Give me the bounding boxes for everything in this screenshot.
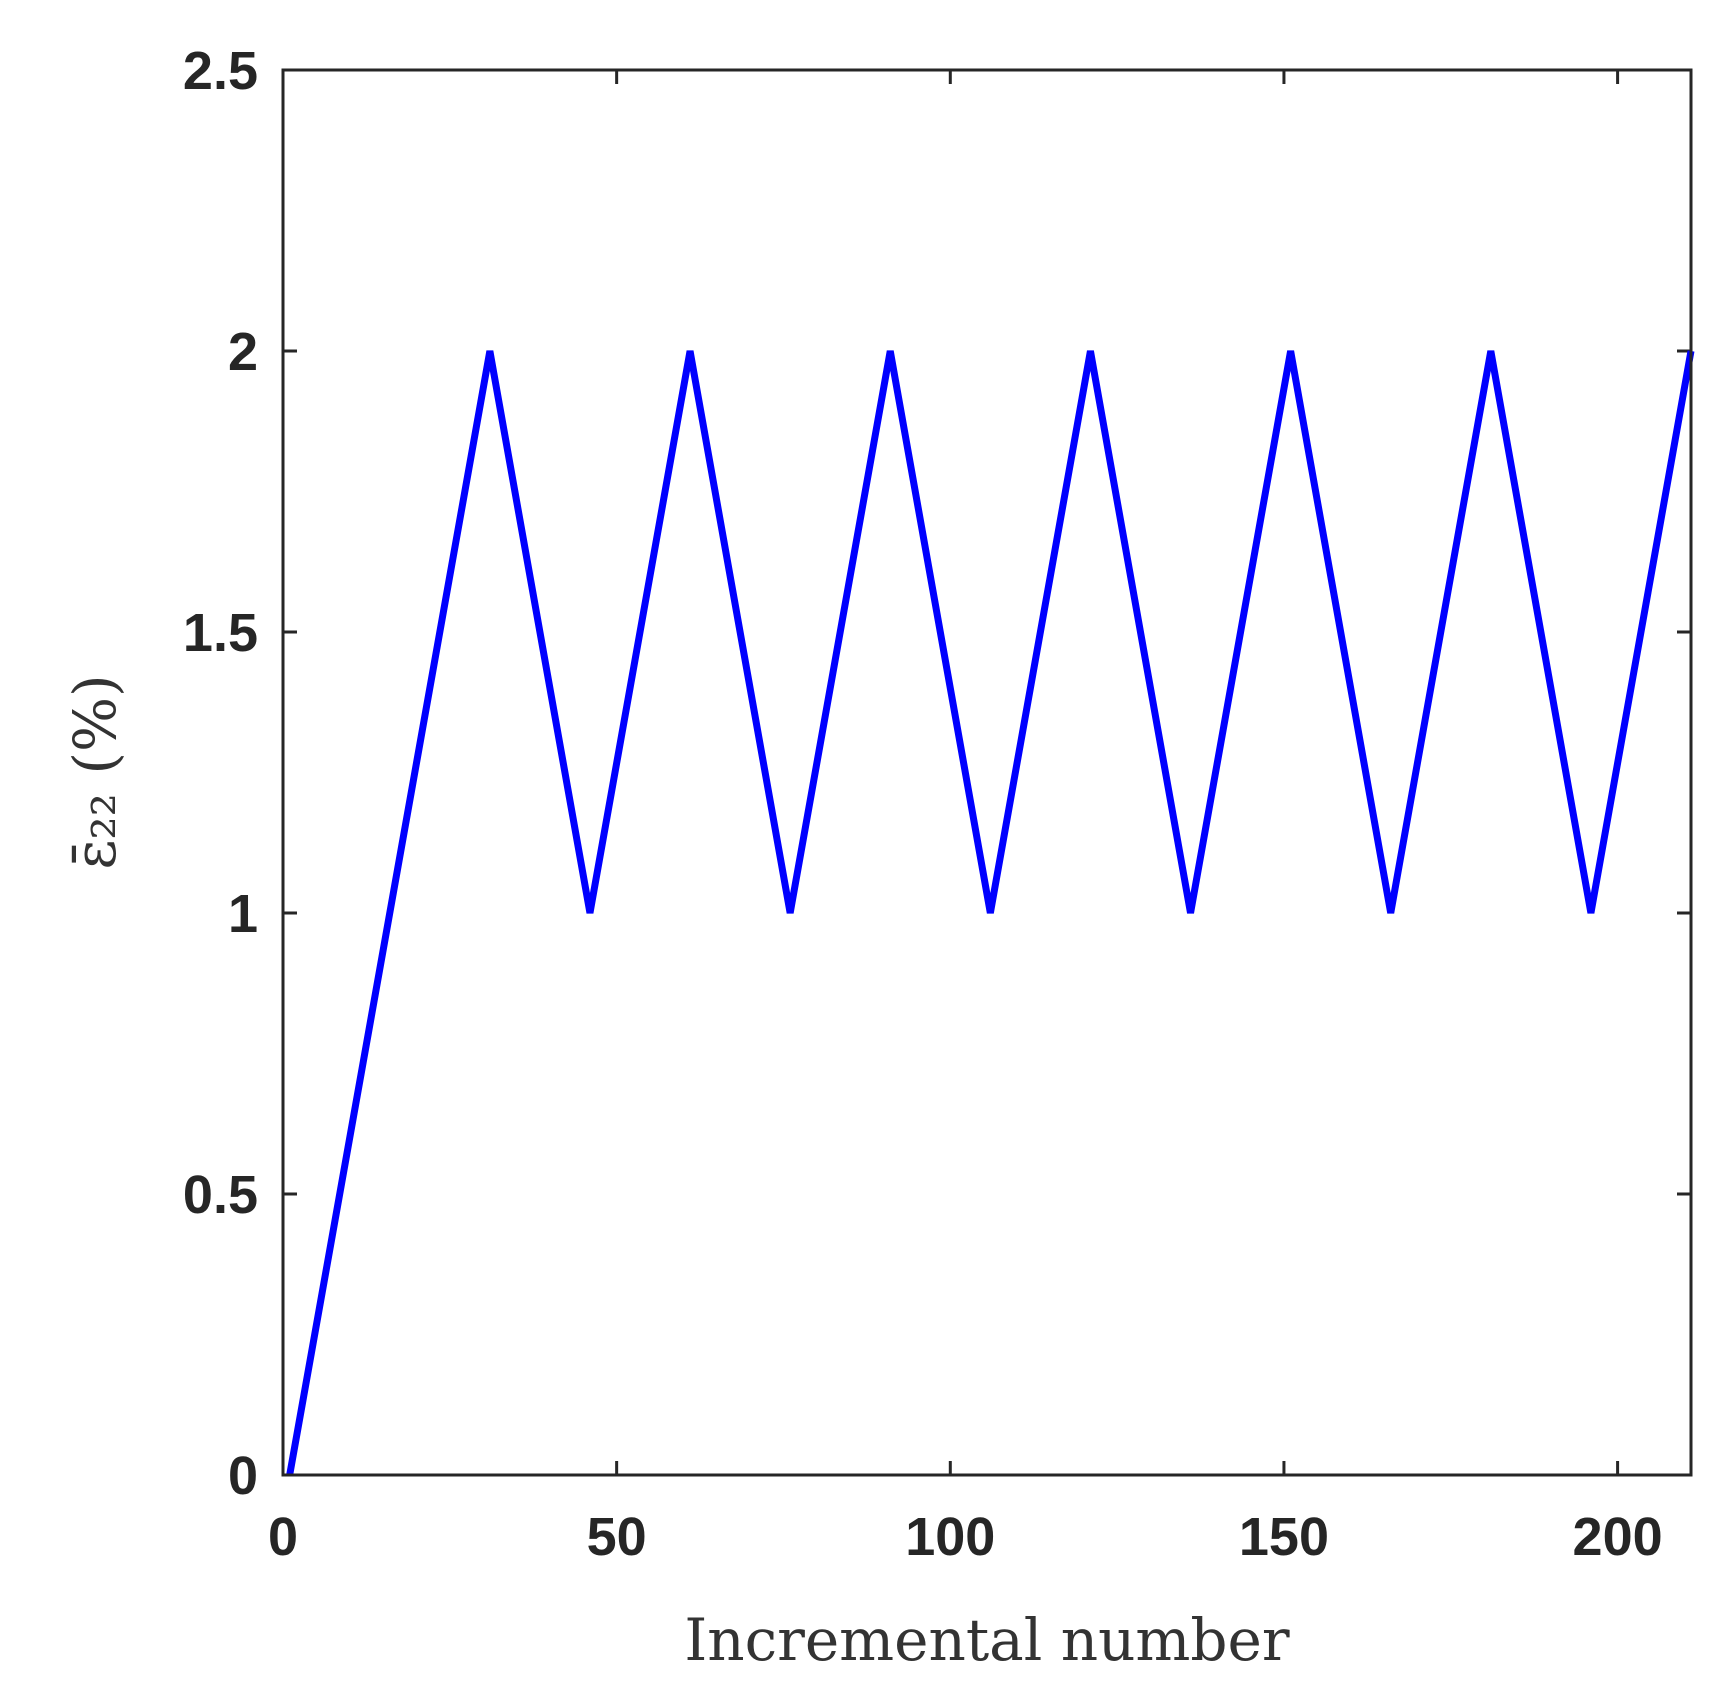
series-layer (286, 350, 1695, 1476)
labels-layer: 0 50 100 150 200 0 0.5 1 1.5 2 2.5 (183, 41, 1663, 1567)
x-tick-label: 0 (268, 1507, 298, 1567)
x-axis-title: Incremental number (684, 1606, 1290, 1674)
series-line (286, 350, 1695, 1476)
x-tick-label: 200 (1573, 1507, 1663, 1567)
y-tick-label: 0.5 (183, 1165, 258, 1225)
y-tick-label: 1.5 (183, 603, 258, 663)
x-tick-label: 100 (905, 1507, 995, 1567)
y-axis-title: ε̄₂₂ (%) (61, 674, 129, 869)
y-tick-label: 2.5 (183, 41, 258, 101)
x-tick-label: 50 (587, 1507, 647, 1567)
y-tick-label: 2 (228, 322, 258, 382)
plot-frame (281, 68, 1693, 1477)
ticks-layer (281, 68, 1691, 1477)
y-axis-title-group: ε̄₂₂ (%) (61, 674, 129, 869)
y-tick-label: 1 (228, 884, 258, 944)
x-tick-label: 150 (1239, 1507, 1329, 1567)
y-tick-label: 0 (228, 1446, 258, 1506)
